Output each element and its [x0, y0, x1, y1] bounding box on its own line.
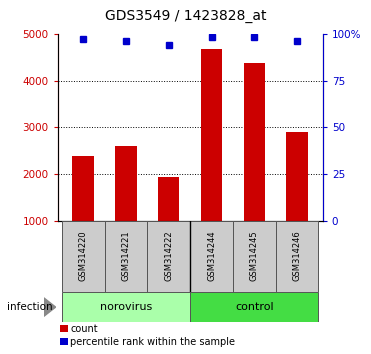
- Text: control: control: [235, 302, 274, 312]
- Bar: [115, 146, 137, 268]
- Bar: [60, 338, 68, 346]
- Bar: [244, 63, 265, 268]
- Bar: [286, 132, 308, 268]
- Bar: [158, 177, 180, 268]
- Text: GSM314221: GSM314221: [121, 230, 131, 281]
- Polygon shape: [44, 298, 56, 316]
- Text: GSM314246: GSM314246: [293, 230, 302, 281]
- Text: count: count: [70, 324, 98, 333]
- Text: GSM314245: GSM314245: [250, 230, 259, 281]
- Text: norovirus: norovirus: [100, 302, 152, 312]
- Bar: [105, 221, 147, 292]
- Bar: [72, 156, 94, 268]
- Bar: [62, 292, 190, 322]
- Text: GSM314222: GSM314222: [164, 230, 173, 281]
- Bar: [190, 292, 318, 322]
- Bar: [62, 221, 105, 292]
- Text: GSM314220: GSM314220: [79, 230, 88, 281]
- Text: infection: infection: [7, 302, 53, 312]
- Text: GSM314244: GSM314244: [207, 230, 216, 281]
- Bar: [201, 48, 222, 268]
- Bar: [233, 221, 276, 292]
- Bar: [190, 221, 233, 292]
- Bar: [60, 325, 68, 332]
- Text: percentile rank within the sample: percentile rank within the sample: [70, 337, 236, 347]
- Bar: [147, 221, 190, 292]
- Text: GDS3549 / 1423828_at: GDS3549 / 1423828_at: [105, 9, 266, 23]
- Bar: [276, 221, 318, 292]
